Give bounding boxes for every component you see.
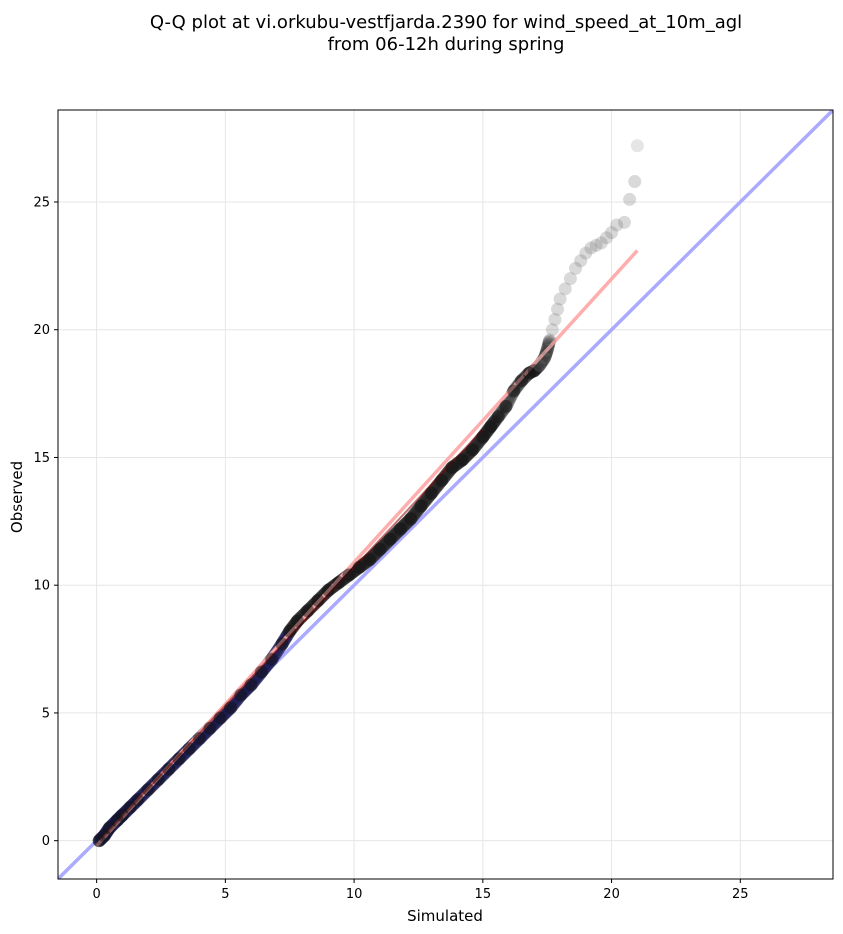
quantile-point bbox=[538, 351, 552, 365]
plot-area bbox=[58, 110, 833, 879]
quantile-point bbox=[605, 226, 619, 240]
quantile-point bbox=[363, 553, 377, 567]
quantile-point bbox=[584, 241, 598, 255]
quantile-point bbox=[455, 453, 469, 467]
quantile-point bbox=[507, 384, 521, 398]
quantile-point bbox=[301, 604, 315, 618]
quantile-point bbox=[141, 783, 155, 797]
quantile-point bbox=[551, 302, 565, 316]
quantile-point bbox=[383, 532, 397, 546]
quantile-point bbox=[540, 343, 554, 357]
quantile-point bbox=[224, 701, 238, 715]
quantile-points bbox=[92, 139, 644, 848]
x-tick-label: 10 bbox=[346, 887, 363, 902]
quantile-point bbox=[579, 246, 593, 260]
quantile-point bbox=[193, 731, 207, 745]
quantile-point bbox=[234, 688, 248, 702]
grid bbox=[58, 110, 833, 879]
quantile-point bbox=[589, 238, 603, 252]
chart-title-line-2: from 06-12h during spring bbox=[328, 34, 565, 55]
x-tick-label: 0 bbox=[92, 887, 100, 902]
quantile-point bbox=[558, 282, 572, 296]
quantile-point bbox=[311, 594, 325, 608]
quantile-point bbox=[476, 430, 490, 444]
quantile-trail-dot bbox=[538, 349, 552, 363]
y-tick-label: 20 bbox=[33, 323, 50, 338]
y-tick-label: 25 bbox=[33, 195, 50, 210]
y-tick-label: 0 bbox=[42, 834, 50, 849]
quantile-point bbox=[499, 399, 513, 413]
quantile-point bbox=[553, 292, 567, 306]
quantile-point bbox=[213, 711, 227, 725]
quantile-point bbox=[283, 624, 297, 638]
x-tick-label: 25 bbox=[732, 887, 749, 902]
quantile-point bbox=[151, 772, 165, 786]
quantile-trail-dot bbox=[539, 348, 553, 362]
quantile-point bbox=[543, 333, 557, 347]
quantile-point bbox=[491, 410, 505, 424]
quantile-point bbox=[321, 583, 335, 597]
quantile-point bbox=[275, 637, 289, 651]
quantile-point bbox=[594, 236, 608, 250]
axis-ticks: 0 5 10 15 20 25 0 5 10 15 20 25 bbox=[33, 195, 748, 902]
quantile-point bbox=[445, 461, 459, 475]
quantile-point bbox=[172, 752, 186, 766]
x-tick-label: 15 bbox=[475, 887, 492, 902]
y-tick-label: 10 bbox=[33, 579, 50, 594]
x-axis-label: Simulated bbox=[407, 907, 483, 925]
quantile-point bbox=[265, 652, 279, 666]
quantile-point bbox=[244, 678, 258, 692]
quantile-point bbox=[332, 576, 346, 590]
quantile-point bbox=[545, 323, 559, 337]
quantile-point bbox=[623, 192, 637, 206]
x-tick-label: 5 bbox=[221, 887, 229, 902]
quantile-point bbox=[290, 614, 304, 628]
quantile-point bbox=[424, 486, 438, 500]
quantile-point bbox=[352, 560, 366, 574]
y-tick-label: 15 bbox=[33, 451, 50, 466]
quantile-point bbox=[466, 443, 480, 457]
quantile-point bbox=[532, 358, 546, 372]
y-axis-label: Observed bbox=[8, 461, 26, 533]
quantile-point bbox=[527, 364, 541, 378]
chart-title-line-1: Q-Q plot at vi.orkubu-vestfjarda.2390 fo… bbox=[150, 12, 742, 33]
quantile-point bbox=[182, 742, 196, 756]
quantile-point bbox=[342, 568, 356, 582]
quantile-point bbox=[574, 254, 588, 268]
quantile-point bbox=[628, 175, 642, 189]
quantile-point bbox=[548, 312, 562, 326]
quantile-point bbox=[373, 542, 387, 556]
quantile-point bbox=[599, 231, 613, 245]
quantile-point bbox=[484, 420, 498, 434]
quantile-trail-dot bbox=[541, 338, 555, 352]
quantile-point bbox=[404, 512, 418, 526]
quantile-point-outlier bbox=[630, 139, 644, 153]
quantile-point bbox=[393, 522, 407, 536]
plot-frame bbox=[57, 109, 834, 880]
quantile-point bbox=[203, 721, 217, 735]
quantile-point bbox=[569, 261, 583, 275]
quantile-point bbox=[131, 793, 145, 807]
quantile-point bbox=[617, 215, 631, 229]
quantile-point bbox=[610, 218, 624, 232]
quantile-point bbox=[414, 499, 428, 513]
quantile-trail-dot bbox=[542, 337, 556, 351]
quantile-point bbox=[563, 272, 577, 286]
x-tick-label: 20 bbox=[603, 887, 620, 902]
y-tick-label: 5 bbox=[42, 706, 50, 721]
quantile-point bbox=[435, 473, 449, 487]
quantile-point bbox=[162, 762, 176, 776]
quantile-point bbox=[254, 665, 268, 679]
